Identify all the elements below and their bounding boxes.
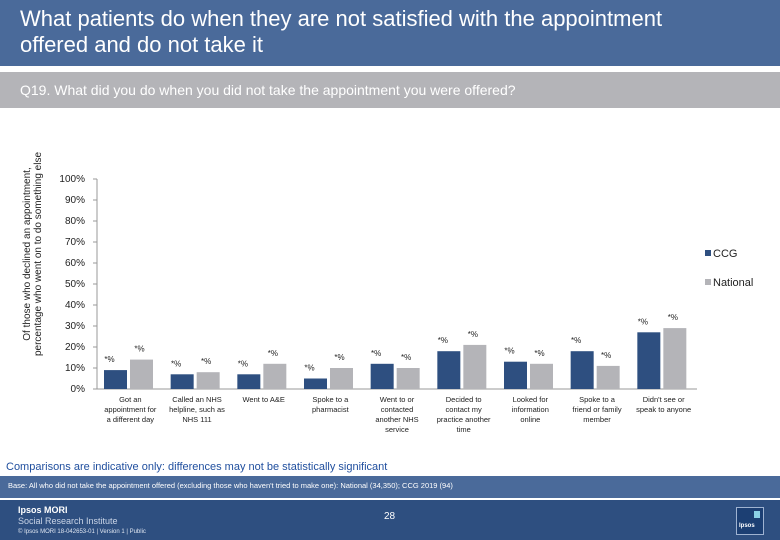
bar-ccg xyxy=(304,378,327,389)
y-tick-label: 30% xyxy=(65,321,85,332)
x-category-label: another NHS xyxy=(375,415,418,424)
x-category-label: a different day xyxy=(107,415,155,424)
y-axis-title-line: percentage who went on to do something e… xyxy=(33,152,44,356)
title-bar: What patients do when they are not satis… xyxy=(0,0,780,66)
data-label: *% xyxy=(638,317,648,326)
question-text: Q19. What did you do when you did not ta… xyxy=(20,82,516,98)
data-label: *% xyxy=(134,345,144,354)
bar-ccg xyxy=(104,370,127,389)
x-category-label: information xyxy=(512,405,549,414)
x-category-label: Decided to xyxy=(446,395,482,404)
question-bar: Q19. What did you do when you did not ta… xyxy=(0,72,780,108)
x-category-label: Called an NHS xyxy=(172,395,222,404)
bar-national xyxy=(196,372,220,389)
bar-national xyxy=(263,363,287,389)
ipsos-logo: Ipsos xyxy=(736,507,764,535)
x-category-label: speak to anyone xyxy=(636,405,691,414)
bar-national xyxy=(530,363,553,389)
x-category-label: contacted xyxy=(381,405,414,414)
bar-ccg xyxy=(237,374,261,389)
x-category-label: helpline, such as xyxy=(169,405,225,414)
x-category-label: Looked for xyxy=(513,395,549,404)
page-number: 28 xyxy=(384,511,396,522)
bar-ccg xyxy=(570,351,594,389)
y-tick-label: 10% xyxy=(65,363,85,374)
data-label: *% xyxy=(668,313,678,322)
base-bar: Base: All who did not take the appointme… xyxy=(0,476,780,498)
y-tick-label: 0% xyxy=(71,384,86,395)
data-label: *% xyxy=(601,351,611,360)
x-category-label: Spoke to a xyxy=(312,395,349,404)
y-tick-label: 60% xyxy=(65,258,85,269)
data-label: *% xyxy=(504,347,514,356)
legend-swatch-national xyxy=(705,279,711,285)
x-category-label: time xyxy=(457,425,471,434)
bar-chart: 0% 10% 20% 30% 40% 50% 60% 70% 80% 90% 100% Of thos… xyxy=(22,152,753,434)
x-category-label: Got an xyxy=(119,395,142,404)
bar-national xyxy=(396,368,420,389)
bar-ccg xyxy=(170,374,194,389)
y-tick-label: 90% xyxy=(65,195,85,206)
disclaimer: Comparisons are indicative only: differe… xyxy=(6,461,388,473)
x-category-label: practice another xyxy=(437,415,491,424)
bar-national xyxy=(463,344,487,389)
data-label: *% xyxy=(304,364,314,373)
x-category-label: Didn't see or xyxy=(643,395,685,404)
data-label: *% xyxy=(171,359,181,368)
data-label: *% xyxy=(534,349,544,358)
data-label: *% xyxy=(571,336,581,345)
footer: Ipsos MORI Social Research Institute © I… xyxy=(0,500,780,540)
legend-label-ccg: CCG xyxy=(713,248,737,260)
y-tick-label: 80% xyxy=(65,216,85,227)
y-tick-label: 50% xyxy=(65,279,85,290)
bar-ccg xyxy=(370,363,394,389)
logo-text: Ipsos xyxy=(739,523,755,529)
data-label: *% xyxy=(104,355,114,364)
bar-national xyxy=(663,328,687,389)
bar-ccg xyxy=(437,351,461,389)
data-label: *% xyxy=(468,330,478,339)
data-label: *% xyxy=(401,353,411,362)
logo-pill-icon xyxy=(754,511,760,518)
x-category-label: appointment for xyxy=(104,405,157,414)
data-label: *% xyxy=(238,359,248,368)
page-title: What patients do when they are not satis… xyxy=(20,6,663,57)
x-category-label: service xyxy=(385,425,409,434)
y-tick-label: 20% xyxy=(65,342,85,353)
x-category-label: Went to A&E xyxy=(242,395,284,404)
x-category-label: friend or family xyxy=(572,405,621,414)
y-tick-label: 70% xyxy=(65,237,85,248)
data-label: *% xyxy=(371,349,381,358)
y-axis-title: Of those who declined an appointment,per… xyxy=(22,152,44,356)
data-label: *% xyxy=(438,336,448,345)
x-category-label: contact my xyxy=(446,405,483,414)
legend-label-national: National xyxy=(713,277,753,289)
x-category-label: Spoke to a xyxy=(579,395,616,404)
data-label: *% xyxy=(201,357,211,366)
y-tick-label: 40% xyxy=(65,300,85,311)
base-text: Base: All who did not take the appointme… xyxy=(8,481,453,490)
bar-ccg xyxy=(637,332,661,389)
data-label: *% xyxy=(334,353,344,362)
brand-subtitle: Social Research Institute xyxy=(18,516,118,526)
y-tick-label: 100% xyxy=(59,174,85,185)
bar-ccg xyxy=(504,361,527,389)
x-category-label: NHS 111 xyxy=(182,415,211,424)
bar-national xyxy=(130,359,153,389)
copyright: © Ipsos MORI 18-042653-01 | Version 1 | … xyxy=(18,529,146,535)
x-category-label: Went to or xyxy=(380,395,415,404)
data-label: *% xyxy=(268,349,278,358)
bar-national xyxy=(330,368,353,389)
x-category-label: pharmacist xyxy=(312,405,350,414)
x-category-label: member xyxy=(583,415,611,424)
x-category-label: online xyxy=(520,415,540,424)
bar-national xyxy=(596,365,620,389)
y-axis-title-line: Of those who declined an appointment, xyxy=(22,167,33,340)
brand-name: Ipsos MORI xyxy=(18,505,68,515)
legend-swatch-ccg xyxy=(705,250,711,256)
